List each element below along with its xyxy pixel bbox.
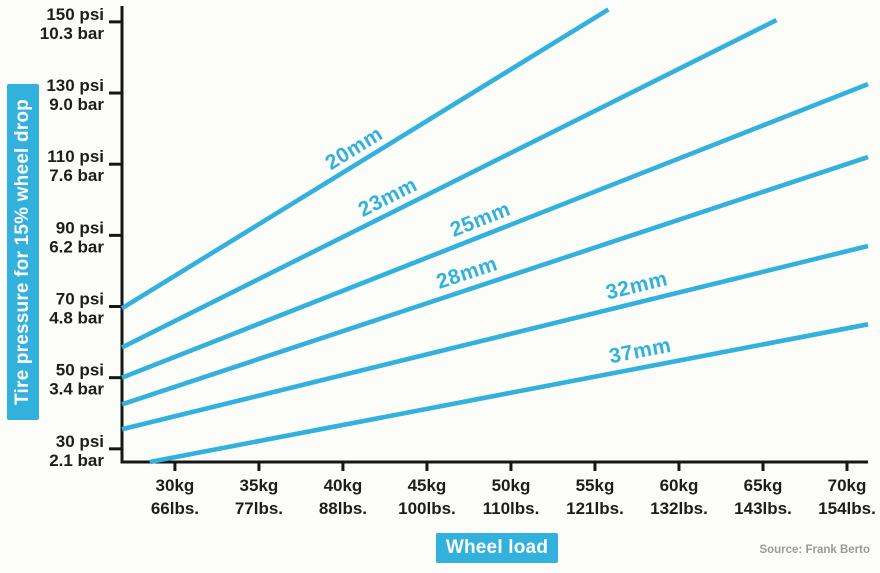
x-tick-label-kg: 70kg [828,476,867,495]
y-tick-label-psi: 110 psi [47,147,104,166]
y-tick-label-bar: 4.8 bar [49,309,104,328]
y-tick-label-psi: 30 psi [56,432,104,451]
y-axis-title-badge: Tire pressure for 15% wheel drop [7,84,39,420]
y-tick-label-bar: 6.2 bar [49,237,104,256]
y-tick-label-psi: 90 psi [56,218,104,237]
series-line-37mm [149,322,869,465]
series-line-28mm [121,154,869,407]
x-tick-label-lbs: 110lbs. [483,499,540,518]
x-tick-label-lbs: 154lbs. [818,499,876,518]
x-tick-label-kg: 50kg [492,476,531,495]
y-tick-label-psi: 50 psi [56,361,104,380]
x-tick-label-kg: 45kg [408,476,447,495]
series-line-23mm [120,18,778,350]
x-tick-label-lbs: 132lbs. [650,499,708,518]
series-label-28mm: 28mm [434,252,501,294]
y-axis-title: Tire pressure for 15% wheel drop [12,99,33,405]
x-tick-label-kg: 65kg [744,476,783,495]
x-axis-title-badge: Wheel load [436,533,558,563]
y-tick-label-psi: 130 psi [46,76,104,95]
x-tick-label-kg: 35kg [240,476,279,495]
x-tick-label-lbs: 121lbs. [566,499,624,518]
y-tick-label-bar: 9.0 bar [49,95,104,114]
source-credit: Source: Frank Berto [759,544,870,556]
x-tick-label-lbs: 100lbs. [398,499,456,518]
y-tick-label-bar: 7.6 bar [49,166,104,185]
x-tick-label-lbs: 77lbs. [235,499,283,518]
x-tick-label-lbs: 143lbs. [734,499,792,518]
x-tick-label-kg: 40kg [324,476,363,495]
y-tick-label-bar: 10.3 bar [40,24,105,43]
series-line-20mm [120,7,610,311]
x-axis-title: Wheel load [445,537,549,558]
x-tick-label-kg: 55kg [576,476,615,495]
series-line-32mm [121,243,869,432]
y-tick-label-bar: 3.4 bar [49,380,104,399]
y-tick-label-psi: 70 psi [56,290,104,309]
x-tick-label-lbs: 66lbs. [151,499,199,518]
y-tick-label-psi: 150 psi [46,5,104,24]
y-tick-label-bar: 2.1 bar [49,451,104,470]
x-tick-label-kg: 60kg [660,476,699,495]
x-tick-label-kg: 30kg [156,476,195,495]
x-tick-label-lbs: 88lbs. [319,499,367,518]
series-line-25mm [121,82,869,380]
